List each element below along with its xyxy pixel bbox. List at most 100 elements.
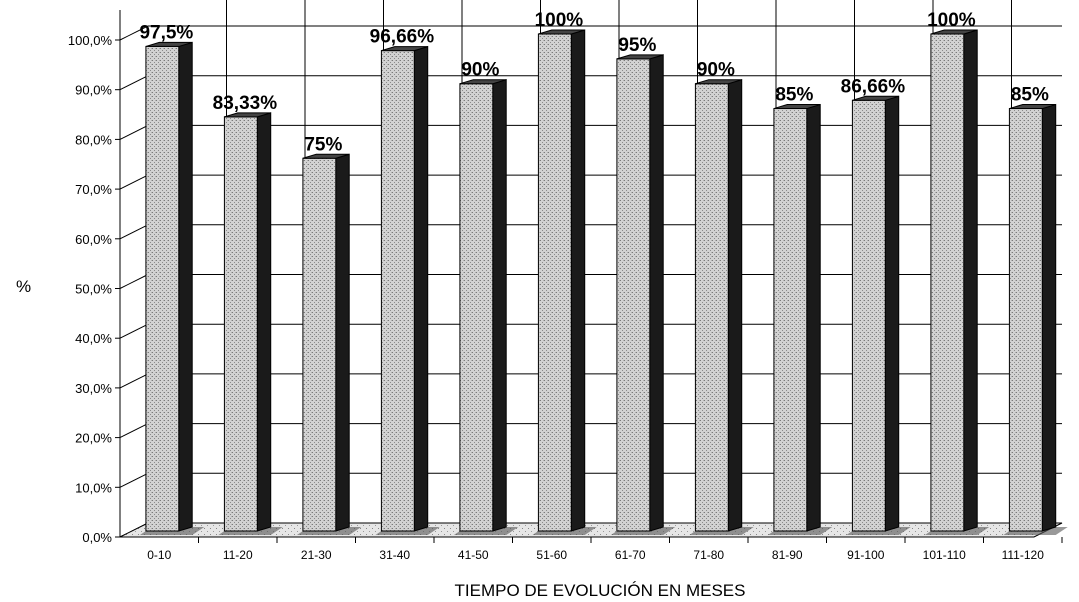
x-tick-label: 61-70 xyxy=(615,548,646,562)
bar-side xyxy=(963,29,978,532)
bar xyxy=(532,29,597,535)
y-tick-label: 90,0% xyxy=(75,83,112,98)
bar xyxy=(610,54,676,535)
bar-side xyxy=(727,79,743,532)
bar-top xyxy=(930,29,978,35)
data-label: 96,66% xyxy=(370,27,435,48)
bar-front xyxy=(1008,108,1043,532)
bar xyxy=(296,153,362,535)
bar xyxy=(139,41,205,535)
bar-side xyxy=(256,112,272,532)
bar-side xyxy=(335,153,350,532)
x-tick-label: 0-10 xyxy=(147,548,171,562)
x-tick-label: 21-30 xyxy=(301,548,332,562)
y-tick-label: 80,0% xyxy=(75,132,112,147)
x-tick-label: 31-40 xyxy=(379,548,410,562)
bar-top xyxy=(538,29,585,35)
data-label: 83,33% xyxy=(213,93,278,114)
gridline-wall-edge xyxy=(119,25,149,41)
bar-side xyxy=(649,54,664,532)
gridline-wall-edge xyxy=(119,423,149,439)
data-label: 97,5% xyxy=(139,22,193,43)
y-tick-label: 100,0% xyxy=(68,33,113,48)
x-tick-label: 81-90 xyxy=(772,548,803,562)
bar-top xyxy=(695,79,742,85)
bar xyxy=(846,95,911,535)
bar-front xyxy=(302,157,337,532)
bar-side xyxy=(806,103,821,532)
data-label: 90% xyxy=(461,60,499,81)
bar xyxy=(689,79,754,535)
gridline-wall-edge xyxy=(119,174,149,190)
bar-top xyxy=(302,153,350,159)
x-tick-label: 91-100 xyxy=(847,548,885,562)
x-tick-label: 41-50 xyxy=(458,548,489,562)
y-tick-label: 60,0% xyxy=(75,232,112,247)
bar-top xyxy=(459,79,507,85)
y-tick-label: 0,0% xyxy=(82,530,112,545)
x-tick-label: 71-80 xyxy=(693,548,724,562)
bar-front xyxy=(145,45,180,532)
bar-side xyxy=(178,41,193,532)
x-axis-title: TIEMPO DE EVOLUCIÓN EN MESES xyxy=(455,581,746,600)
bar-front xyxy=(616,58,651,532)
gridline-wall-edge xyxy=(119,75,149,91)
bar-front xyxy=(773,108,808,532)
gridline-wall-edge xyxy=(119,124,149,140)
bar-side xyxy=(884,95,900,532)
gridline-wall-edge xyxy=(119,472,149,488)
x-tick-label: 111-120 xyxy=(1002,548,1045,562)
data-label: 75% xyxy=(304,134,342,155)
bar-side xyxy=(570,29,586,532)
data-label: 95% xyxy=(618,35,656,56)
bar xyxy=(218,112,283,535)
bars xyxy=(139,29,1068,535)
data-label: 100% xyxy=(927,10,976,31)
gridline-wall-edge xyxy=(119,323,149,339)
bar-front xyxy=(930,33,965,532)
y-axis-title: % xyxy=(16,277,31,296)
data-label: 90% xyxy=(697,60,735,81)
bar-front xyxy=(537,33,572,532)
data-label: 85% xyxy=(1011,85,1049,106)
bar-top xyxy=(616,54,664,60)
y-tick-label: 40,0% xyxy=(75,331,112,346)
data-label: 86,66% xyxy=(841,76,906,97)
bar-front xyxy=(851,99,886,532)
data-labels: 97,5% 83,33% 75% 96,66% 90% 100% 95% 90% 85% 86,6… xyxy=(139,10,1049,155)
x-tick-label: 11-20 xyxy=(223,548,253,562)
bar-top xyxy=(224,112,271,118)
x-axis-tick-labels: 0-10 11-20 21-30 31-40 41-50 51-60 61-70 71-80 8… xyxy=(147,537,1063,562)
bar xyxy=(375,45,440,535)
bar-top xyxy=(1009,104,1056,110)
gridline-wall-edge xyxy=(119,274,149,289)
y-tick-label: 70,0% xyxy=(75,182,112,197)
y-tick-label: 10,0% xyxy=(75,480,112,495)
bar-side xyxy=(492,79,507,532)
bar xyxy=(453,79,519,535)
y-tick-label: 20,0% xyxy=(75,431,112,446)
bar-top xyxy=(381,46,428,52)
x-tick-label: 51-60 xyxy=(536,548,567,562)
bar-top xyxy=(773,104,821,110)
y-axis: 0,0% 10,0% 20,0% 30,0% 40,0% 50,0% 60,0% 70,0% 8… xyxy=(68,10,1034,545)
bar-front xyxy=(223,116,258,532)
gridline-wall-edge xyxy=(119,373,149,389)
bar xyxy=(1003,103,1068,535)
bar-side xyxy=(1041,103,1057,532)
gridline-wall-edge xyxy=(119,224,149,240)
bar-top xyxy=(145,41,193,47)
data-label: 85% xyxy=(775,85,813,106)
bar-front xyxy=(694,83,729,532)
bar-side xyxy=(413,45,429,532)
y-tick-label: 30,0% xyxy=(75,381,112,396)
bar xyxy=(924,29,990,535)
bar xyxy=(767,103,833,535)
bar-front xyxy=(459,83,494,532)
bar-top xyxy=(852,95,899,101)
data-label: 100% xyxy=(535,10,584,31)
bar-front xyxy=(380,50,415,532)
y-tick-label: 50,0% xyxy=(75,282,112,297)
x-tick-label: 101-110 xyxy=(923,548,966,562)
